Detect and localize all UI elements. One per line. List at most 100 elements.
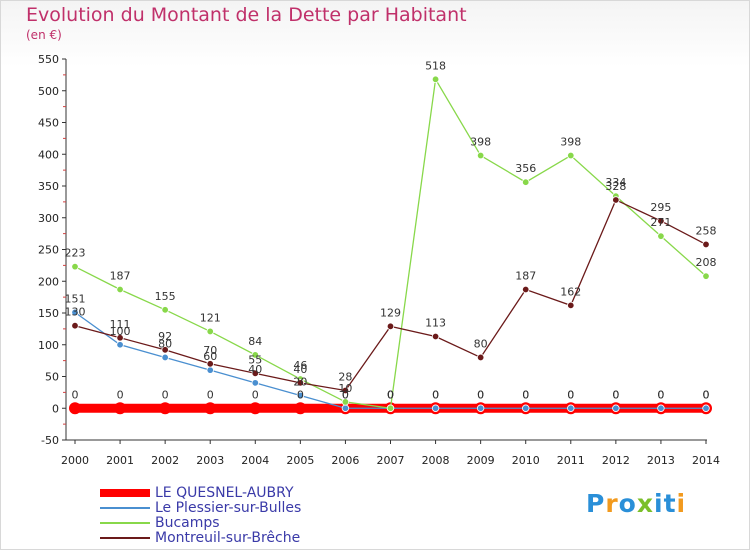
x-tick-label: 2003 bbox=[196, 454, 224, 467]
logo-letter: t bbox=[663, 489, 677, 518]
series-point-1 bbox=[161, 353, 169, 362]
series-point-3 bbox=[476, 353, 485, 362]
data-label: 130 bbox=[65, 306, 86, 319]
x-tick-label: 2004 bbox=[241, 454, 269, 467]
data-label: 162 bbox=[560, 285, 581, 298]
y-tick-label: 100 bbox=[38, 339, 59, 352]
x-tick-label: 2001 bbox=[106, 454, 134, 467]
data-label: 100 bbox=[110, 325, 131, 338]
series-point-1 bbox=[251, 379, 259, 387]
legend-item: LE QUESNEL-AUBRY bbox=[100, 484, 301, 501]
data-label: 155 bbox=[155, 290, 176, 303]
y-tick-label: 550 bbox=[38, 53, 59, 66]
data-label: 223 bbox=[65, 247, 86, 260]
series-point-2 bbox=[71, 262, 79, 271]
data-label: 151 bbox=[65, 292, 86, 305]
series-point-1 bbox=[431, 404, 440, 412]
data-label: 0 bbox=[432, 388, 439, 401]
series-point-3 bbox=[612, 196, 620, 204]
y-tick-label: 0 bbox=[52, 402, 59, 415]
data-label: 0 bbox=[477, 388, 484, 401]
series-point-1 bbox=[702, 404, 710, 412]
data-label: 0 bbox=[72, 388, 79, 401]
legend-item: Bucamps bbox=[100, 514, 301, 531]
data-label: 0 bbox=[342, 388, 349, 401]
data-label: 271 bbox=[650, 216, 671, 229]
data-label: 0 bbox=[342, 388, 349, 401]
series-point-3 bbox=[296, 379, 305, 387]
x-tick-label: 2008 bbox=[422, 454, 450, 467]
series-point-0 bbox=[249, 402, 262, 415]
data-label: 92 bbox=[158, 330, 172, 343]
data-label: 398 bbox=[560, 136, 581, 149]
series-point-3 bbox=[386, 322, 395, 331]
series-point-3 bbox=[522, 285, 530, 294]
data-label: 187 bbox=[110, 270, 131, 283]
y-tick-label: -50 bbox=[41, 434, 59, 447]
legend-swatch bbox=[100, 536, 150, 539]
data-label: 80 bbox=[158, 337, 172, 350]
data-label: 55 bbox=[248, 353, 262, 366]
data-label: 0 bbox=[703, 388, 710, 401]
y-tick-label: 350 bbox=[38, 180, 59, 193]
legend-label: LE QUESNEL-AUBRY bbox=[155, 484, 294, 501]
data-label: 334 bbox=[605, 176, 626, 189]
data-label: 0 bbox=[612, 388, 619, 401]
data-label: 40 bbox=[293, 363, 307, 376]
data-label: 113 bbox=[425, 316, 446, 329]
series-point-3 bbox=[702, 240, 710, 249]
data-label: 258 bbox=[696, 224, 717, 237]
series-point-1 bbox=[612, 404, 620, 412]
data-label: 0 bbox=[387, 388, 394, 401]
data-label: 80 bbox=[474, 337, 488, 350]
series-point-1 bbox=[206, 366, 214, 374]
data-label: 28 bbox=[338, 370, 352, 383]
x-tick-label: 2009 bbox=[467, 454, 495, 467]
series-point-1 bbox=[657, 404, 665, 412]
data-label: 84 bbox=[248, 335, 262, 348]
data-label: 328 bbox=[605, 180, 626, 193]
series-point-1 bbox=[71, 308, 79, 317]
series-point-1 bbox=[296, 391, 305, 400]
data-label: 0 bbox=[477, 388, 484, 401]
series-point-2 bbox=[206, 327, 214, 336]
legend: LE QUESNEL-AUBRY Le Plessier-sur-Bulles Bu… bbox=[100, 484, 301, 546]
data-label: 60 bbox=[203, 350, 217, 363]
series-point-0 bbox=[159, 402, 172, 415]
data-label: 0 bbox=[252, 388, 259, 401]
series-point-2 bbox=[341, 398, 350, 406]
data-label: 356 bbox=[515, 162, 536, 175]
series-point-3 bbox=[657, 217, 665, 225]
data-label: 295 bbox=[650, 201, 671, 214]
y-tick-label: 400 bbox=[38, 148, 59, 161]
series-point-3 bbox=[161, 346, 169, 354]
x-tick-label: 2011 bbox=[557, 454, 585, 467]
series-point-3 bbox=[116, 334, 124, 342]
data-label: 0 bbox=[567, 388, 574, 401]
x-tick-label: 2002 bbox=[151, 454, 179, 467]
y-tick-label: 450 bbox=[38, 117, 59, 130]
data-label: 0 bbox=[432, 388, 439, 401]
series-point-1 bbox=[116, 341, 124, 349]
series-point-2 bbox=[161, 306, 169, 314]
series-point-2 bbox=[476, 151, 485, 160]
data-label: 518 bbox=[425, 59, 446, 72]
x-tick-label: 2013 bbox=[647, 454, 675, 467]
series-point-3 bbox=[206, 360, 214, 368]
data-label: 111 bbox=[110, 318, 131, 331]
series-point-0 bbox=[204, 402, 217, 415]
data-label: 10 bbox=[338, 382, 352, 395]
legend-label: Montreuil-sur-Brêche bbox=[155, 529, 301, 546]
series-point-0 bbox=[69, 402, 81, 415]
series-point-2 bbox=[116, 285, 124, 294]
data-label: 121 bbox=[200, 311, 221, 324]
proxiti-logo: Proxiti bbox=[586, 489, 686, 518]
data-label: 70 bbox=[203, 344, 217, 357]
y-tick-label: 200 bbox=[38, 275, 59, 288]
data-label: 20 bbox=[293, 376, 307, 389]
data-label: 0 bbox=[567, 388, 574, 401]
legend-label: Bucamps bbox=[155, 514, 220, 531]
series-point-1 bbox=[567, 404, 575, 412]
data-label: 0 bbox=[297, 388, 304, 401]
legend-swatch bbox=[100, 488, 150, 497]
